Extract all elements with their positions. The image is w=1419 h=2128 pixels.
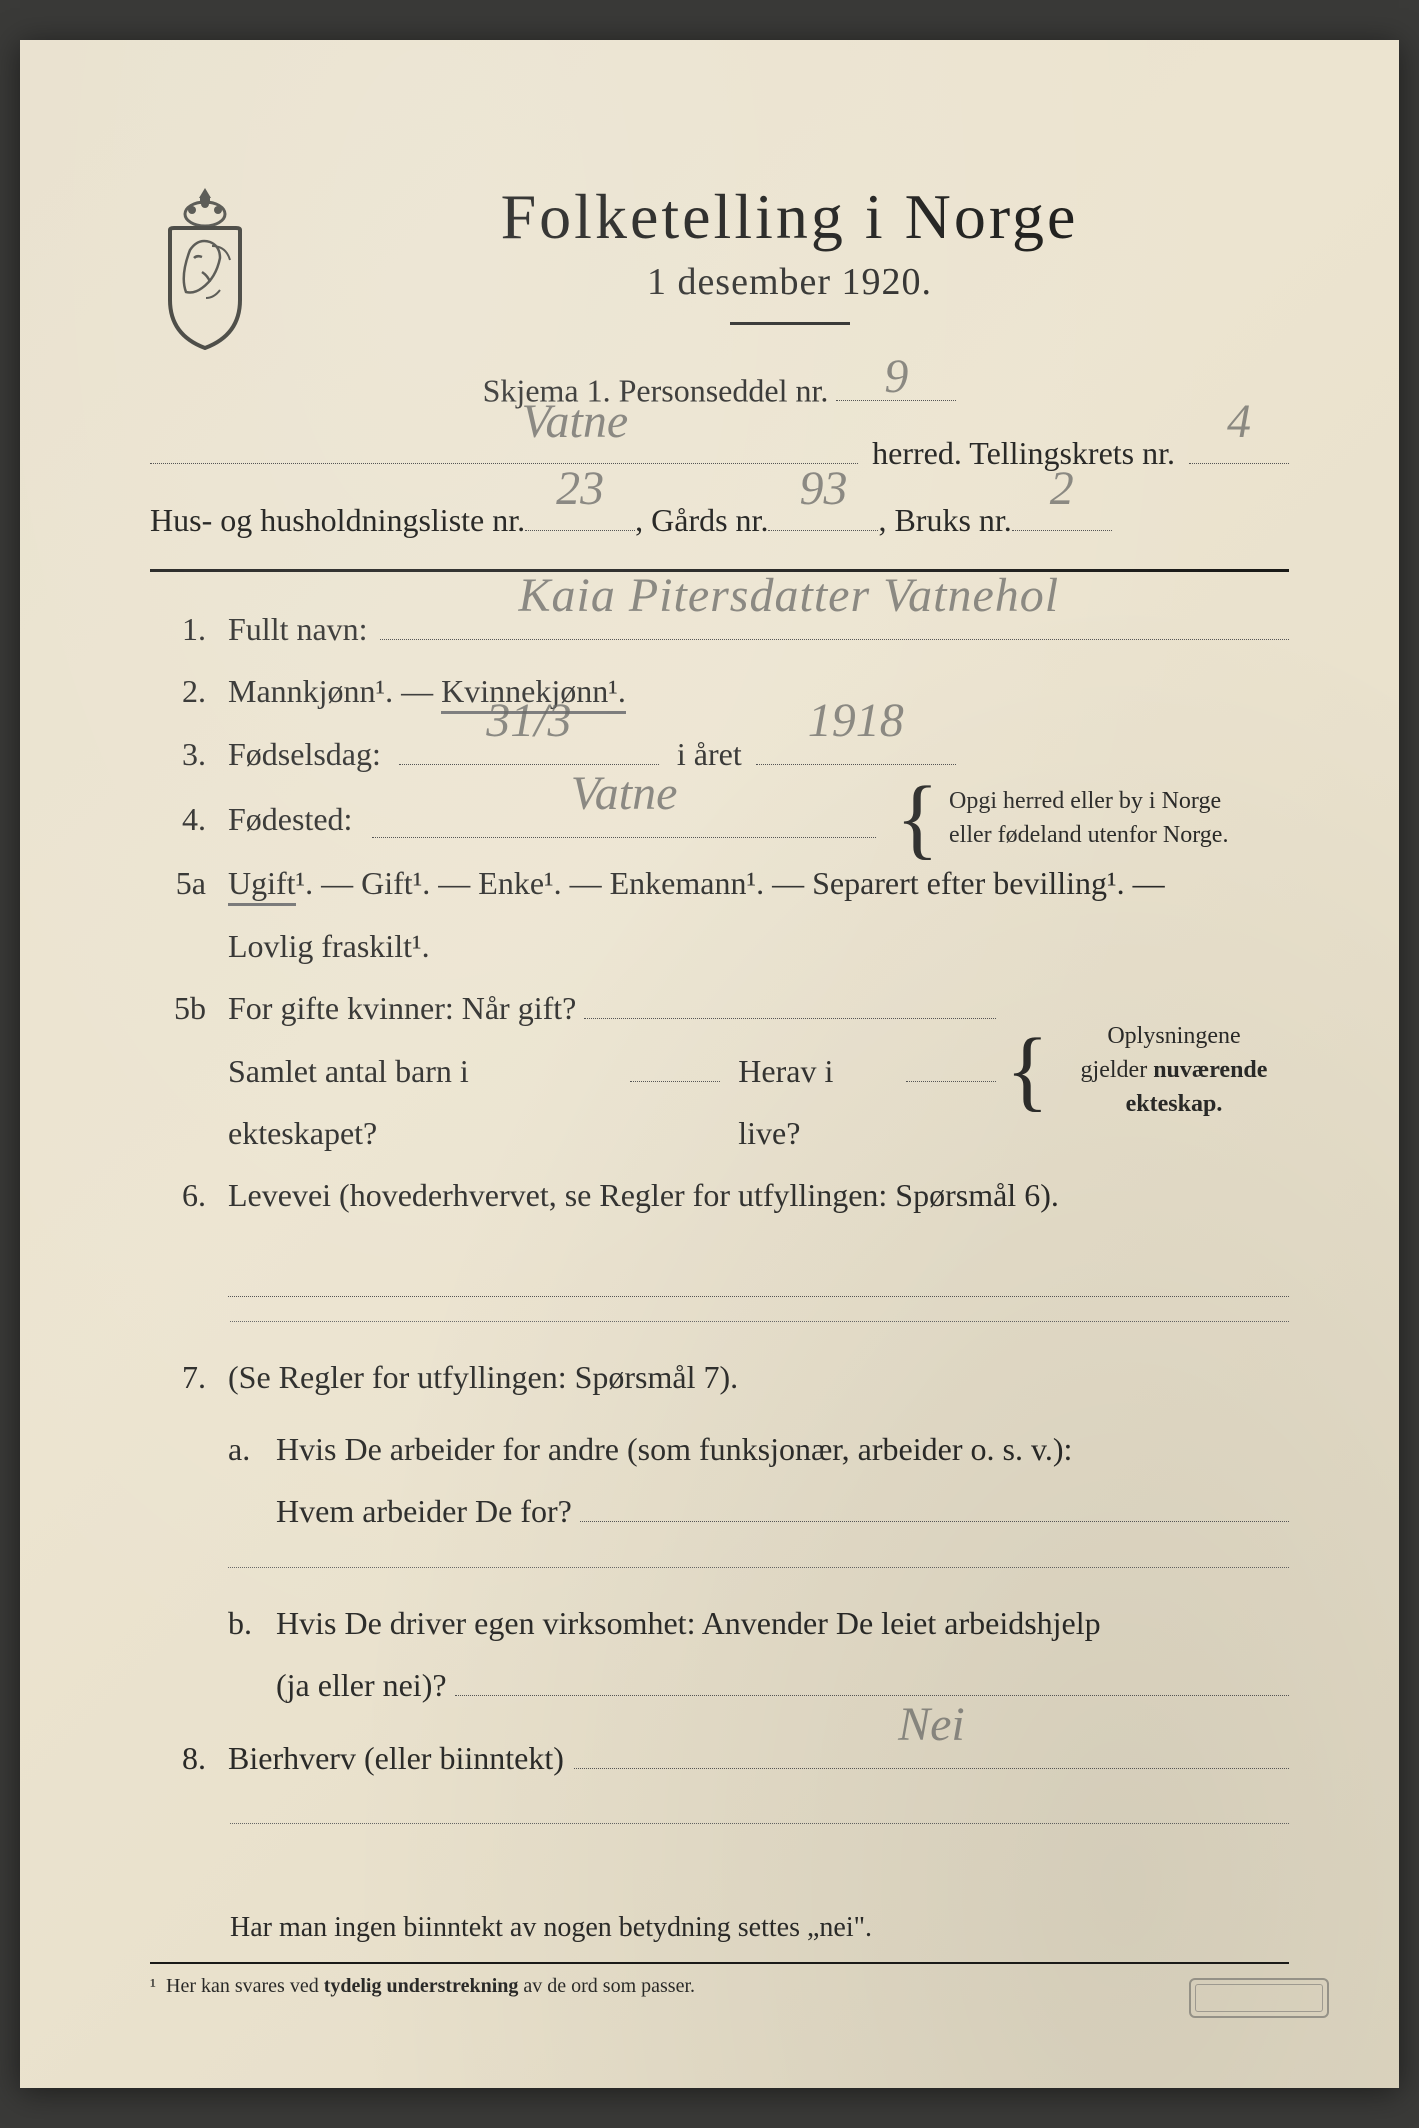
subtitle: 1 desember 1920. [290,260,1289,304]
main-title: Folketelling i Norge [290,180,1289,254]
husliste-nr-value: 23 [556,443,604,534]
herred-field: Vatne [150,426,858,464]
q5a-line2: Lovlig fraskilt¹. [228,915,1289,977]
q8-value: Nei [898,1678,965,1772]
q3-year-field: 1918 [756,726,956,764]
q7b-l1: Hvis De driver egen virksomhet: Anvender… [276,1592,1289,1654]
q5b-note-a: Oplysningene [1059,1020,1289,1054]
q7b-label: b. [228,1592,258,1717]
q6-field-1 [228,1257,1289,1297]
bruks-nr-field: 2 [1012,493,1112,531]
question-list: 1. Fullt navn: Kaia Pitersdatter Vatneho… [150,598,1289,1824]
q1: 1. Fullt navn: Kaia Pitersdatter Vatneho… [150,598,1289,660]
q5b-l2b: Herav i live? [738,1040,898,1165]
gards-nr-value: 93 [799,443,847,534]
foot2: ¹ Her kan svares ved tydelig understrekn… [150,1962,1289,1998]
census-form-page: Folketelling i Norge 1 desember 1920. Sk… [20,40,1399,2088]
brace-icon-2: { [1006,1048,1049,1093]
q8-num: 8. [150,1727,206,1789]
q7: 7. (Se Regler for utfyllingen: Spørsmål … [150,1346,1289,1717]
q8: 8. Bierhverv (eller biinntekt) Nei [150,1727,1289,1789]
q5b-live-field [906,1043,996,1081]
q4: 4. Fødested: Vatne { Opgi herred eller b… [150,785,1289,852]
q5b-note-c: ekteskap. [1059,1088,1289,1122]
q3-mid: i året [677,723,742,785]
footnotes: Har man ingen biinntekt av nogen betydni… [150,1912,1289,1998]
q5b-gift-field [584,981,995,1019]
q5b-l1a: For gifte kvinner: Når gift? [228,977,576,1039]
personseddel-nr-value: 9 [884,349,908,404]
personseddel-nr-field: 9 [836,363,956,401]
q3-label: Fødselsdag: [228,723,381,785]
foot1: Har man ingen biinntekt av nogen betydni… [150,1912,1289,1944]
q7a-label: a. [228,1418,258,1543]
gards-label: , Gårds nr. [635,490,768,551]
q4-field: Vatne [372,800,875,838]
q6-text: Levevei (hovederhvervet, se Regler for u… [228,1164,1289,1226]
brace-icon: { [896,796,939,841]
q5b-barn-field [630,1043,720,1081]
divider-dotted-1 [230,1321,1289,1322]
crest-svg [150,180,260,350]
husliste-nr-field: 23 [525,493,635,531]
q2-num: 2. [150,660,206,722]
q2-dash: — [401,673,441,709]
q6: 6. Levevei (hovederhvervet, se Regler fo… [150,1164,1289,1296]
bruks-label: , Bruks nr. [878,490,1011,551]
q8-label: Bierhverv (eller biinntekt) [228,1727,564,1789]
q7-num: 7. [150,1346,206,1408]
tellingskrets-field: 4 [1189,426,1289,464]
q7b-field [455,1658,1289,1696]
q5b-l2a: Samlet antal barn i ekteskapet? [228,1040,612,1165]
q7a-field [580,1484,1289,1522]
q3-year-value: 1918 [808,674,904,768]
q4-note-a: Opgi herred eller by i Norge [949,785,1289,819]
q7b-l2: (ja eller nei)? [276,1654,447,1716]
q5a-rest: ¹. — Gift¹. — Enke¹. — Enkemann¹. — Sepa… [296,865,1165,901]
divider-dotted-3 [230,1823,1289,1824]
q5a-num: 5a [150,852,206,914]
printer-stamp-icon [1189,1978,1329,2018]
q4-num: 4. [150,788,206,850]
q2-m: Mannkjønn¹. [228,673,393,709]
skjema-line: Skjema 1. Personseddel nr. 9 [150,363,1289,409]
q5b-note: Oplysningene gjelder nuværende ekteskap. [1059,1020,1289,1121]
q3-num: 3. [150,723,206,785]
q4-value: Vatne [571,747,678,841]
q7a-l1: Hvis De arbeider for andre (som funksjon… [276,1418,1289,1480]
bruks-nr-value: 2 [1050,443,1074,534]
q1-label: Fullt navn: [228,598,368,660]
q4-label: Fødested: [228,788,352,850]
q2: 2. Mannkjønn¹. — Kvinnekjønn¹. [150,660,1289,722]
q7a-l2: Hvem arbeider De for? [276,1480,572,1542]
q1-field: Kaia Pitersdatter Vatnehol [380,602,1289,640]
q4-note: Opgi herred eller by i Norge eller fødel… [949,785,1289,852]
q3: 3. Fødselsdag: 31/3 i året 1918 [150,723,1289,785]
q5b: 5b For gifte kvinner: Når gift? Samlet a… [150,977,1289,1164]
tellingskrets-value: 4 [1227,376,1251,467]
q5b-num: 5b [150,977,206,1039]
husliste-line: Hus- og husholdningsliste nr. 23 , Gårds… [150,490,1289,551]
husliste-prefix: Hus- og husholdningsliste nr. [150,490,525,551]
herred-line: Vatne herred. Tellingskrets nr. 4 [150,423,1289,484]
q4-note-b: eller fødeland utenfor Norge. [949,819,1289,853]
q1-num: 1. [150,598,206,660]
header: Folketelling i Norge 1 desember 1920. [150,180,1289,353]
q7-text: (Se Regler for utfyllingen: Spørsmål 7). [228,1346,1289,1408]
gards-nr-field: 93 [768,493,878,531]
divider-dotted-2 [228,1567,1289,1568]
title-block: Folketelling i Norge 1 desember 1920. [290,180,1289,353]
q3-day-value: 31/3 [486,674,571,768]
q5a-ugift: Ugift [228,865,296,906]
title-rule [730,322,850,325]
q8-field: Nei [574,1730,1289,1768]
q5b-note-b: gjelder nuværende [1059,1054,1289,1088]
q6-num: 6. [150,1164,206,1226]
q1-value: Kaia Pitersdatter Vatnehol [518,549,1059,643]
coat-of-arms-icon [150,180,260,350]
herred-label: herred. Tellingskrets nr. [872,423,1175,484]
q5a: 5a Ugift¹. — Gift¹. — Enke¹. — Enkemann¹… [150,852,1289,977]
